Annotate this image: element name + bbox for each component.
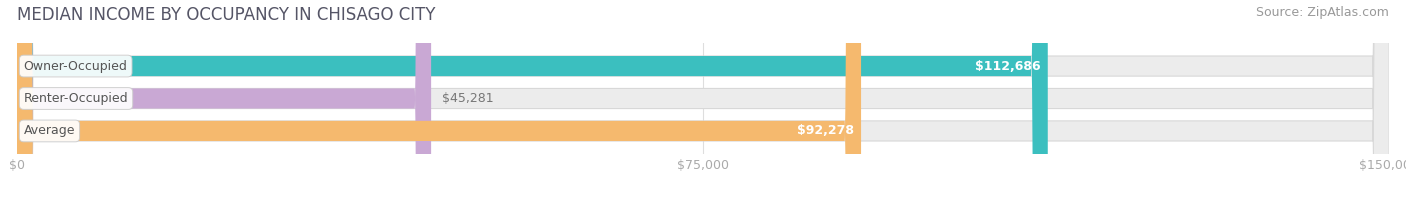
Text: Average: Average — [24, 125, 76, 138]
Text: Renter-Occupied: Renter-Occupied — [24, 92, 128, 105]
Text: Source: ZipAtlas.com: Source: ZipAtlas.com — [1256, 6, 1389, 19]
FancyBboxPatch shape — [17, 0, 1389, 197]
Text: MEDIAN INCOME BY OCCUPANCY IN CHISAGO CITY: MEDIAN INCOME BY OCCUPANCY IN CHISAGO CI… — [17, 6, 436, 24]
Text: $45,281: $45,281 — [441, 92, 494, 105]
FancyBboxPatch shape — [17, 0, 1389, 197]
Text: $112,686: $112,686 — [976, 59, 1040, 72]
Text: $92,278: $92,278 — [797, 125, 855, 138]
FancyBboxPatch shape — [17, 0, 1047, 197]
FancyBboxPatch shape — [17, 0, 1389, 197]
FancyBboxPatch shape — [17, 0, 860, 197]
FancyBboxPatch shape — [17, 0, 432, 197]
Text: Owner-Occupied: Owner-Occupied — [24, 59, 128, 72]
